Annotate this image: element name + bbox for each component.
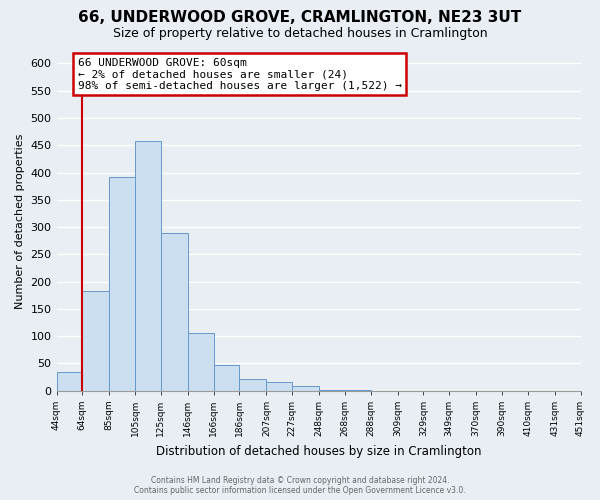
Bar bbox=[266, 382, 292, 391]
Text: 66 UNDERWOOD GROVE: 60sqm
← 2% of detached houses are smaller (24)
98% of semi-d: 66 UNDERWOOD GROVE: 60sqm ← 2% of detach… bbox=[77, 58, 401, 91]
Bar bbox=[319, 390, 345, 391]
Bar bbox=[82, 291, 109, 391]
Bar bbox=[345, 390, 371, 391]
Bar bbox=[56, 372, 82, 391]
Text: Contains HM Land Registry data © Crown copyright and database right 2024.
Contai: Contains HM Land Registry data © Crown c… bbox=[134, 476, 466, 495]
Bar bbox=[188, 334, 214, 391]
Y-axis label: Number of detached properties: Number of detached properties bbox=[15, 134, 25, 310]
X-axis label: Distribution of detached houses by size in Cramlington: Distribution of detached houses by size … bbox=[156, 444, 481, 458]
Bar bbox=[109, 177, 135, 391]
Bar bbox=[161, 232, 188, 391]
Text: 66, UNDERWOOD GROVE, CRAMLINGTON, NE23 3UT: 66, UNDERWOOD GROVE, CRAMLINGTON, NE23 3… bbox=[79, 10, 521, 25]
Bar bbox=[292, 386, 319, 391]
Bar bbox=[239, 379, 266, 391]
Text: Size of property relative to detached houses in Cramlington: Size of property relative to detached ho… bbox=[113, 28, 487, 40]
Bar bbox=[135, 141, 161, 391]
Bar bbox=[214, 364, 239, 391]
